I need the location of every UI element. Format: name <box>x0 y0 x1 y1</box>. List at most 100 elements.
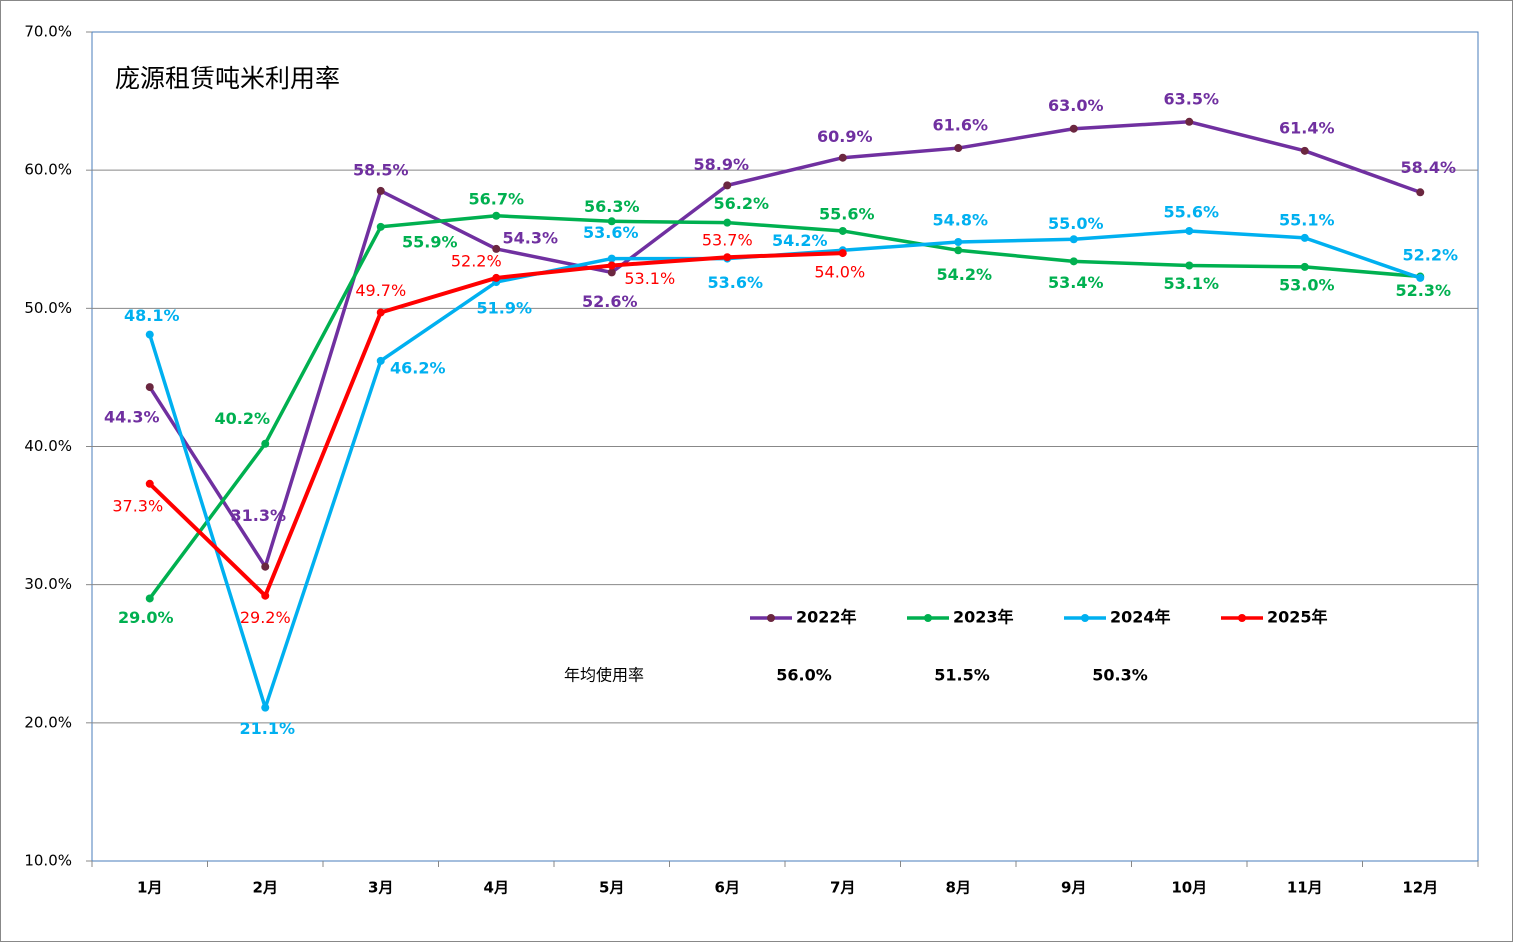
point <box>376 356 385 365</box>
legend-marker <box>1238 614 1246 622</box>
point <box>261 562 270 571</box>
x-tick-label: 10月 <box>1171 879 1207 897</box>
data-label: 21.1% <box>239 719 295 738</box>
series-line <box>148 214 1421 600</box>
data-label: 52.3% <box>1395 281 1451 300</box>
annual-average-value: 51.5% <box>934 666 990 685</box>
data-label: 61.4% <box>1279 118 1335 137</box>
x-tick-label: 1月 <box>137 879 162 897</box>
data-label: 53.1% <box>1163 274 1219 293</box>
point <box>492 244 501 253</box>
legend-label: 2022年 <box>796 608 857 627</box>
data-label: 40.2% <box>214 409 270 428</box>
point <box>145 383 154 392</box>
point <box>607 217 616 226</box>
point <box>723 181 732 190</box>
point <box>1300 146 1309 155</box>
point <box>954 238 963 247</box>
data-label: 52.2% <box>451 251 502 270</box>
legend-label: 2024年 <box>1110 608 1171 627</box>
data-label: 48.1% <box>124 306 180 325</box>
point <box>492 211 501 220</box>
annual-average-value: 56.0% <box>776 666 832 685</box>
x-tick-label: 8月 <box>946 879 971 897</box>
point <box>376 222 385 231</box>
point <box>145 330 154 339</box>
data-label: 58.4% <box>1400 158 1456 177</box>
point <box>492 273 501 282</box>
data-label: 54.8% <box>932 211 988 230</box>
data-label: 54.3% <box>502 228 558 247</box>
data-label: 54.0% <box>814 263 865 282</box>
point <box>376 186 385 195</box>
point <box>1069 257 1078 266</box>
legend-label: 2025年 <box>1267 608 1328 627</box>
data-label: 37.3% <box>112 496 163 515</box>
point <box>1185 226 1194 235</box>
point <box>261 439 270 448</box>
data-label: 54.2% <box>772 231 828 250</box>
x-tick-label: 2月 <box>253 879 278 897</box>
point <box>1185 117 1194 126</box>
y-tick-label: 50.0% <box>24 299 72 317</box>
point <box>723 253 732 262</box>
data-label: 53.4% <box>1048 273 1104 292</box>
y-tick-label: 60.0% <box>24 161 72 179</box>
point <box>723 218 732 227</box>
x-tick-label: 9月 <box>1061 879 1086 897</box>
point <box>1069 235 1078 244</box>
data-label: 58.5% <box>353 160 409 179</box>
data-label: 56.3% <box>584 197 640 216</box>
point <box>1185 261 1194 270</box>
data-label: 54.2% <box>936 265 992 284</box>
data-label: 29.2% <box>240 608 291 627</box>
y-tick-label: 40.0% <box>24 437 72 455</box>
y-tick-label: 70.0% <box>24 23 72 41</box>
point <box>1069 124 1078 133</box>
annual-average-value: 50.3% <box>1092 666 1148 685</box>
y-tick-label: 10.0% <box>24 852 72 870</box>
point <box>607 268 616 277</box>
point <box>145 594 154 603</box>
point <box>607 254 616 263</box>
x-tick-label: 6月 <box>715 879 740 897</box>
point <box>838 249 847 258</box>
point <box>838 226 847 235</box>
y-tick-label: 30.0% <box>24 575 72 593</box>
data-label: 55.1% <box>1279 210 1335 229</box>
point <box>1300 233 1309 242</box>
x-tick-label: 11月 <box>1287 879 1323 897</box>
data-label: 55.6% <box>819 204 875 223</box>
point <box>838 153 847 162</box>
legend-marker <box>767 614 775 622</box>
data-label: 55.6% <box>1163 202 1219 221</box>
series-line <box>148 120 1421 569</box>
data-label: 55.0% <box>1048 214 1104 233</box>
point <box>1416 188 1425 197</box>
data-label: 58.9% <box>693 155 749 174</box>
data-label: 53.0% <box>1279 275 1335 294</box>
x-tick-label: 3月 <box>368 879 393 897</box>
data-label: 53.6% <box>583 223 639 242</box>
x-tick-label: 4月 <box>484 879 509 897</box>
point <box>954 246 963 255</box>
point <box>1416 273 1425 282</box>
data-label: 52.2% <box>1402 245 1458 264</box>
data-label: 56.7% <box>468 189 524 208</box>
data-label: 56.2% <box>713 194 769 213</box>
data-label: 53.1% <box>624 269 675 288</box>
data-label: 53.6% <box>707 273 763 292</box>
data-label: 29.0% <box>118 608 174 627</box>
legend-label: 2023年 <box>953 608 1014 627</box>
point <box>376 308 385 317</box>
legend-marker <box>924 614 932 622</box>
x-tick-label: 5月 <box>599 879 624 897</box>
x-tick-label: 12月 <box>1402 879 1438 897</box>
point <box>261 703 270 712</box>
chart-title: 庞源租赁吨米利用率 <box>115 64 340 93</box>
point <box>607 261 616 270</box>
data-label: 63.5% <box>1163 89 1219 108</box>
x-tick-label: 7月 <box>830 879 855 897</box>
